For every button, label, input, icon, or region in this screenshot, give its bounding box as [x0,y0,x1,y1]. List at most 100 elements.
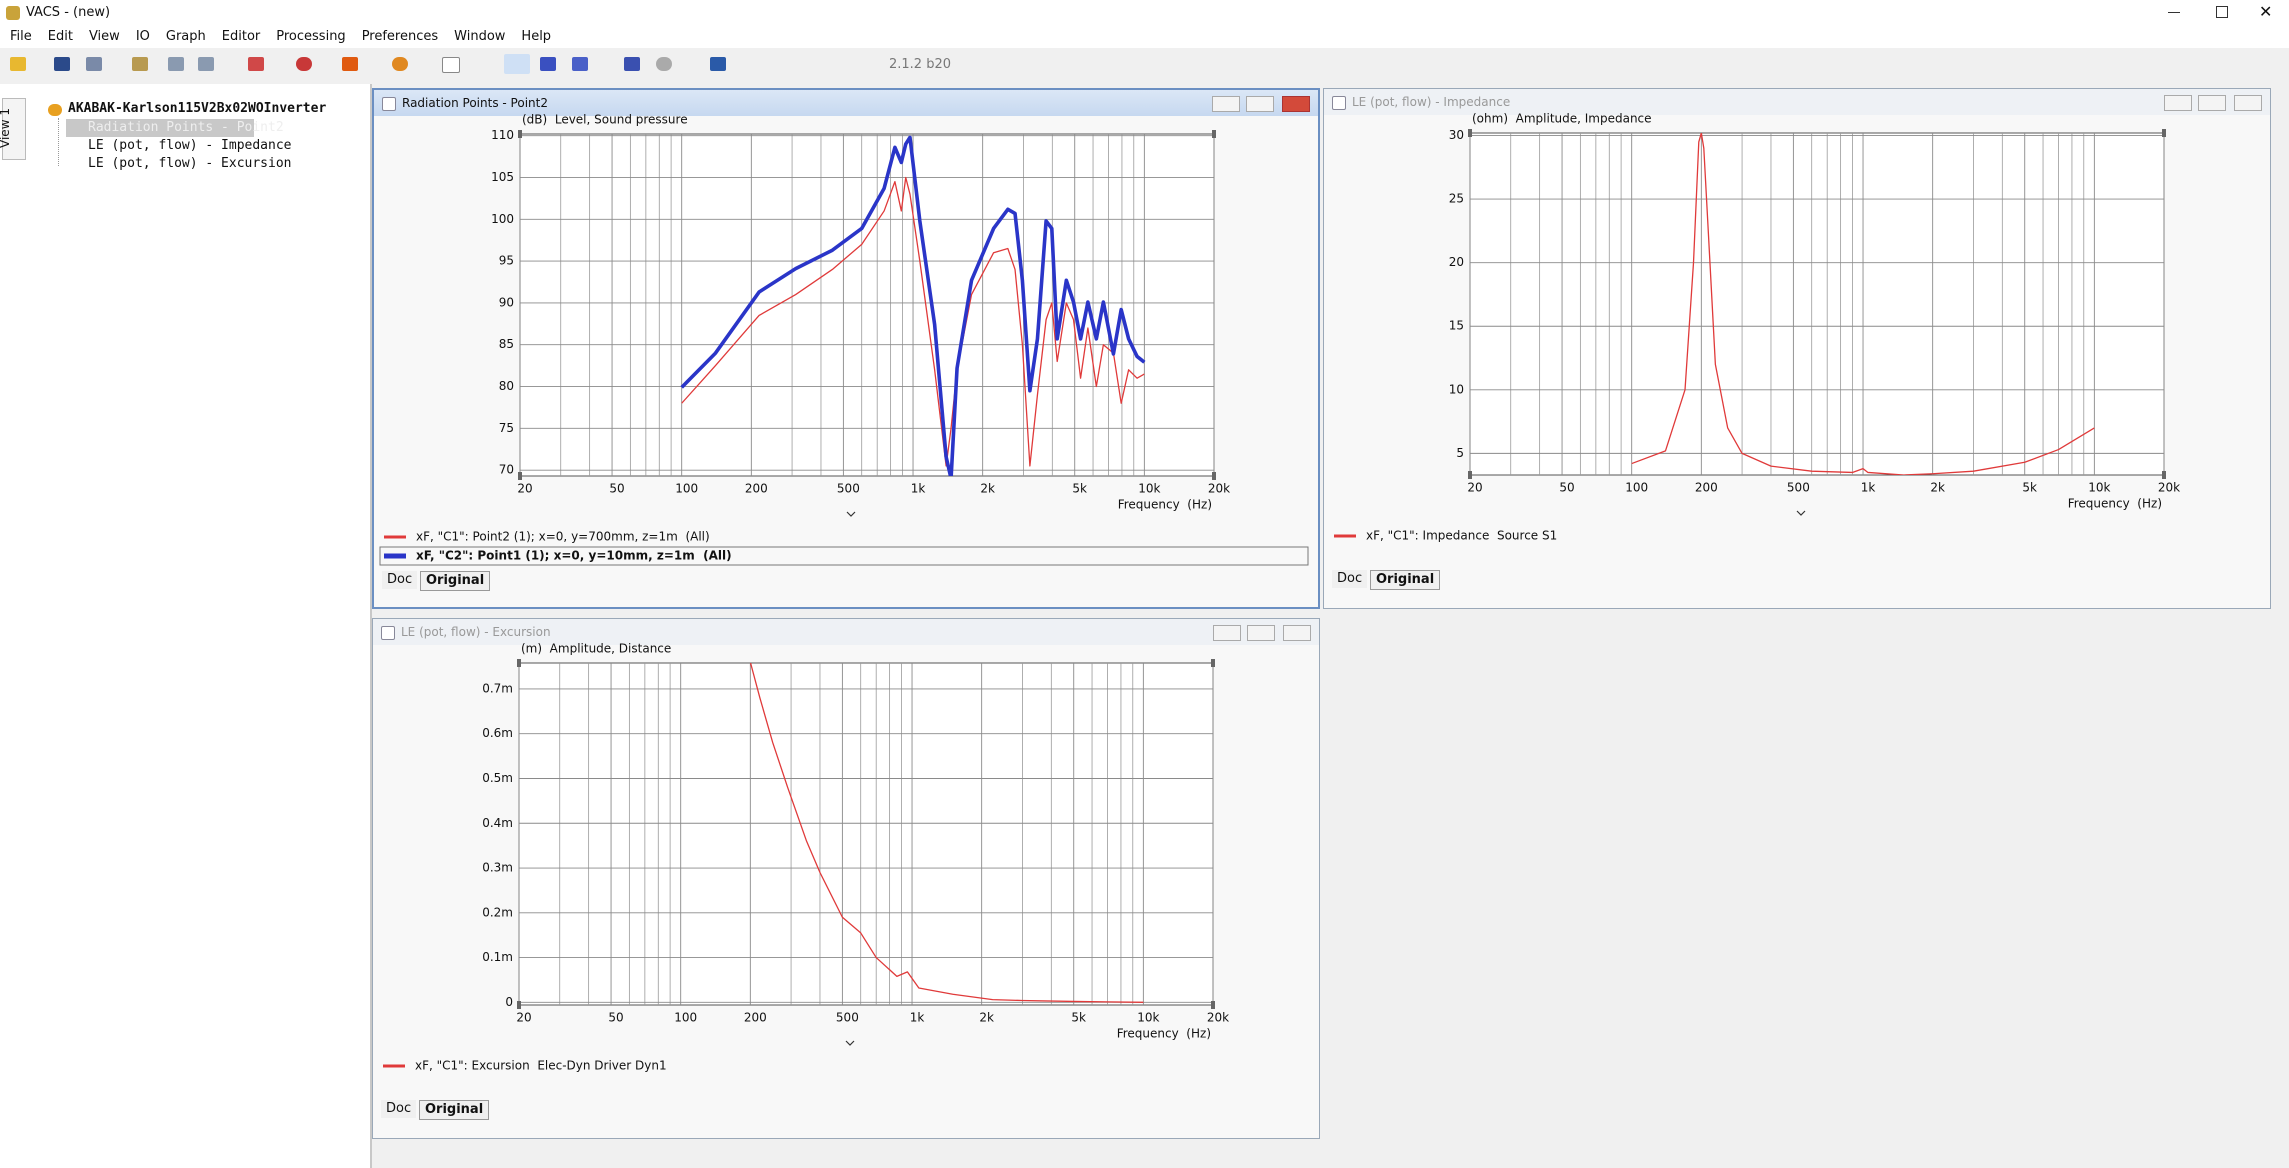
maximize[interactable] [2216,6,2228,18]
doc-button[interactable]: Doc [1332,570,1368,588]
win-minimize[interactable] [2164,95,2192,111]
doc-icon[interactable] [442,57,460,73]
doc-button[interactable]: Doc [381,1100,417,1118]
x-tick-label: 10k [2088,481,2110,495]
x-tick-label: 20k [1208,482,1230,496]
y-axis-label: (m) Amplitude, Distance [521,642,671,656]
close[interactable]: ✕ [2259,2,2273,21]
line2-icon[interactable] [572,57,588,71]
window-title: Radiation Points - Point2 [402,96,548,110]
legend-label: xF, "C1": Impedance Source S1 [1366,529,1557,543]
tree-root[interactable]: AKABAK-Karlson115V2Bx02WOInverter [68,101,327,116]
y-tick-label: 75 [499,421,514,435]
x-tick-label: 5k [1071,1011,1086,1025]
x-tick-label: 2k [980,482,995,496]
minimize[interactable] [2168,12,2180,13]
y-tick-label: 0.1m [482,950,513,964]
x-tick-label: 2k [1930,481,1945,495]
graph-icon[interactable] [248,57,264,71]
original-button[interactable]: Original [419,1100,490,1120]
balloon-icon[interactable] [392,57,408,71]
original-button[interactable]: Original [420,571,491,591]
plot-area [518,662,1214,1006]
polar-icon[interactable] [296,57,312,71]
x-tick-label: 5k [2022,481,2037,495]
select-icon[interactable] [504,54,530,74]
y-tick-label: 30 [1449,128,1464,142]
y-axis-label: (dB) Level, Sound pressure [522,113,688,127]
x-tick-label: 100 [675,482,698,496]
tree-item[interactable]: Radiation Points - Point2 [88,120,284,135]
menu-item[interactable]: IO [135,29,150,44]
map-icon[interactable] [342,57,358,71]
menu-item[interactable]: Processing [276,29,346,44]
y-axis-label: (ohm) Amplitude, Impedance [1472,112,1652,126]
menu-item[interactable]: Graph [165,29,206,44]
win-minimize[interactable] [1213,625,1241,641]
expand-caret [1796,510,1806,516]
app-icon [6,6,20,20]
y-tick-label: 5 [1456,446,1464,460]
doc-button[interactable]: Doc [382,571,418,589]
win-maximize[interactable] [2198,95,2226,111]
axis-handle [1211,1001,1215,1009]
x-tick-label: 100 [674,1011,697,1025]
win-maximize[interactable] [1247,625,1275,641]
axis-handle [518,472,522,480]
menu-item[interactable]: Help [521,29,552,44]
x-tick-label: 20 [516,1011,531,1025]
chart-icon[interactable] [624,57,640,71]
window[interactable]: LE (pot, flow) - Excursion (m) Amplitude… [372,618,1320,1139]
open-icon[interactable] [10,57,26,71]
plot-area [519,133,1215,477]
chart: (ohm) Amplitude, Impedance Frequency (Hz)… [1334,112,2180,543]
x-tick-label: 20k [1207,1011,1229,1025]
x-axis-label: Frequency (Hz) [2068,497,2162,511]
menu-item[interactable]: File [10,29,32,44]
x-tick-label: 1k [910,1011,925,1025]
view-tab[interactable]: View 1 [0,98,26,160]
win-close[interactable] [1283,625,1311,641]
tree-item[interactable]: LE (pot, flow) - Excursion [88,156,292,171]
disk-icon[interactable] [656,57,672,71]
win-close[interactable] [2234,95,2262,111]
app-title: VACS - (new) [26,5,111,20]
window[interactable]: LE (pot, flow) - Impedance (ohm) Amplitu… [1323,88,2271,609]
table-icon[interactable] [710,57,726,71]
x-tick-label: 50 [1559,481,1574,495]
window[interactable]: Radiation Points - Point2 (dB) Level, So… [372,88,1320,609]
print-icon[interactable] [86,57,102,71]
axis-handle [1212,130,1216,138]
legend-label: xF, "C1": Excursion Elec-Dyn Driver Dyn1 [415,1059,667,1073]
y-tick-label: 25 [1449,192,1464,206]
win-maximize[interactable] [1246,96,1274,112]
paste-icon[interactable] [198,57,214,71]
original-button[interactable]: Original [1370,570,1441,590]
window-title-bar: Radiation Points - Point2 [374,90,1318,116]
axis-handle [1468,129,1472,137]
x-tick-label: 100 [1625,481,1648,495]
menu-item[interactable]: Preferences [361,29,439,44]
line-icon[interactable] [540,57,556,71]
legend-selection [379,546,1309,566]
y-tick-label: 10 [1449,382,1464,396]
y-tick-label: 70 [499,463,514,477]
version: 2.1.2 b20 [889,57,952,72]
tree-icon[interactable] [132,57,148,71]
y-tick-label: 90 [499,295,514,309]
x-tick-label: 200 [1695,481,1718,495]
menu-item[interactable]: Window [454,29,506,44]
series-line [749,663,1144,1003]
win-minimize[interactable] [1212,96,1240,112]
window-title-bar: LE (pot, flow) - Impedance [1324,89,2270,115]
menu-item[interactable]: Edit [47,29,73,44]
axis-handle [517,1001,521,1009]
win-close[interactable] [1282,96,1310,112]
axis-handle [1211,659,1215,667]
copy-icon[interactable] [168,57,184,71]
save-icon[interactable] [54,57,70,71]
tree-item[interactable]: LE (pot, flow) - Impedance [88,138,292,153]
menu-item[interactable]: Editor [221,29,261,44]
menu-item[interactable]: View [88,29,120,44]
